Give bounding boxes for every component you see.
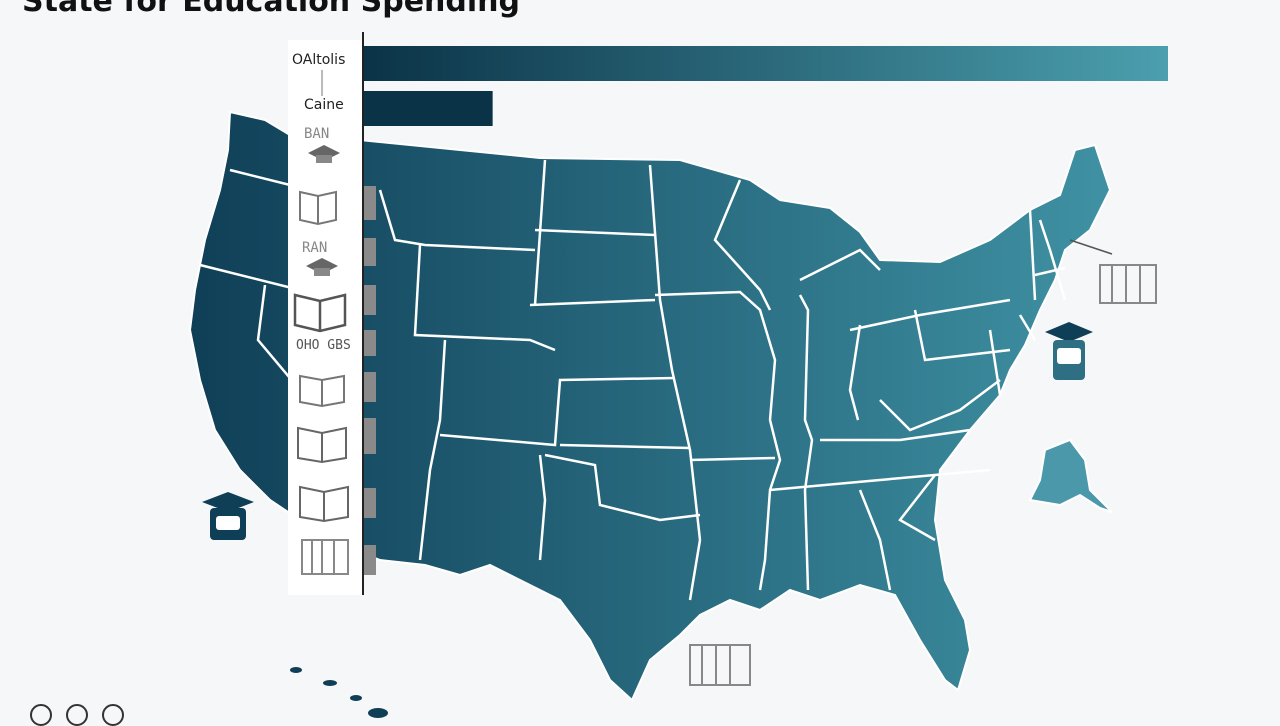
attribution-icon	[66, 704, 88, 726]
share-icon	[102, 704, 124, 726]
tick-label: OHO GBS	[296, 338, 351, 353]
graduation-cap-icon	[306, 258, 338, 276]
book-icon	[293, 293, 347, 333]
copyright-icon	[30, 704, 52, 726]
bar-label: Caine	[304, 97, 344, 113]
tick-label: RAN	[302, 240, 327, 256]
bottom-icons	[30, 704, 124, 726]
book-icon	[299, 374, 345, 408]
callout-line	[1069, 239, 1113, 255]
tick-label: BAN	[304, 126, 329, 142]
graduation-cap-icon	[1045, 322, 1093, 380]
book-icon	[297, 426, 347, 464]
chart-title: State for Education Spending	[22, 0, 520, 19]
bar-2	[364, 91, 493, 126]
bar-label: OAltolis	[292, 52, 345, 68]
bookshelf-icon	[689, 644, 751, 686]
book-icon	[299, 485, 349, 523]
alaska-shape	[1028, 438, 1113, 513]
bookshelf-icon	[1099, 264, 1157, 304]
hawaii-shape	[290, 667, 388, 718]
bar-1	[364, 46, 1168, 81]
graduation-cap-icon	[308, 145, 340, 163]
us-map	[188, 110, 1113, 718]
book-icon	[299, 190, 337, 226]
bar-series	[364, 46, 1168, 126]
axis-ticks	[364, 186, 376, 575]
bookshelf-icon	[301, 539, 349, 575]
graduation-cap-icon	[202, 492, 254, 540]
